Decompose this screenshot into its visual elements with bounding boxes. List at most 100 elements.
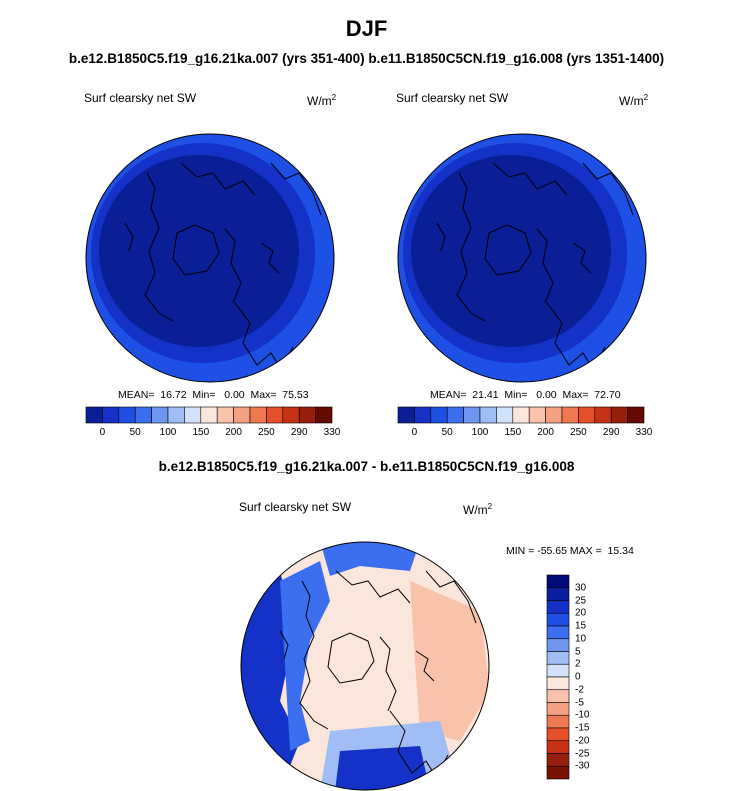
diff-colorbar-swatch-1: [546, 587, 570, 601]
left-colorbar-swatch-12: [282, 406, 300, 424]
diff-cool-north: [320, 542, 420, 576]
right-colorbar-tick-label: 290: [602, 427, 620, 438]
diff-cool-south-dark: [335, 746, 430, 790]
diff-colorbar-swatch-5: [546, 638, 570, 652]
diff-colorbar-tick-label: -2: [575, 684, 584, 696]
left-colorbar-tick-label: 0: [99, 427, 106, 438]
diff-colorbar-tick-label: 2: [575, 658, 581, 670]
left-colorbar-swatch-4: [151, 406, 169, 424]
diff-colorbar-swatch-14: [546, 753, 570, 767]
right-colorbar: [397, 406, 645, 424]
diff-colorbar-tick-label: -30: [575, 760, 590, 772]
right-colorbar-swatch-6: [496, 406, 514, 424]
left-colorbar-tick-label: 250: [258, 427, 275, 438]
left-units-label: W/m2: [307, 93, 337, 108]
diff-coastline-7: [415, 650, 435, 682]
left-colorbar-swatch-8: [216, 406, 234, 424]
diff-coastline-4: [425, 570, 477, 624]
left-colorbar-tick-label: 50: [129, 427, 141, 438]
diff-colorbar-tick-label: -20: [575, 735, 590, 747]
left-colorbar: [85, 406, 333, 424]
left-colorbar-swatch-5: [167, 406, 185, 424]
left-colorbar-tick-label: 150: [192, 427, 210, 438]
right-colorbar-swatch-13: [610, 406, 628, 424]
diff-coastline-1: [327, 632, 375, 684]
diff-colorbar-tick-label: 25: [575, 595, 587, 606]
diff-colorbar-swatch-8: [546, 676, 570, 691]
right-colorbar-swatch-7: [512, 406, 530, 424]
left-colorbar-tick-label: 100: [159, 427, 177, 438]
diff-coastline-5: [335, 570, 411, 604]
left-colorbar-tick-label: 200: [225, 427, 242, 438]
diff-colorbar-swatch-15: [546, 765, 570, 780]
diff-colorbar-swatch-9: [546, 689, 570, 703]
left-stats: MEAN= 16.72 Min= 0.00 Max= 75.53: [118, 389, 309, 401]
right-stats: MEAN= 21.41 Min= 0.00 Max= 72.70: [430, 389, 621, 401]
diff-colorbar-tick-label: 10: [575, 633, 587, 645]
diff-colorbar-swatch-11: [546, 714, 570, 729]
diff-coastline-2: [379, 636, 397, 712]
diff-colorbar-swatch-6: [546, 651, 570, 665]
right-coastline-7: [572, 242, 592, 274]
figure-title: DJF: [345, 16, 388, 41]
right-colorbar-swatch-5: [479, 406, 497, 424]
right-coastline-5: [492, 162, 568, 196]
left-coastline-1: [172, 224, 220, 276]
right-colorbar-swatch-4: [463, 406, 481, 424]
right-map-border: [397, 133, 647, 383]
diff-colorbar-tick-label: 0: [575, 671, 581, 683]
left-colorbar-tick-label: 290: [290, 427, 308, 438]
left-inner-field: [99, 155, 299, 347]
right-colorbar-tick-label: 250: [570, 427, 587, 438]
right-colorbar-swatch-8: [528, 406, 546, 424]
diff-colorbar-tick-label: 5: [575, 646, 581, 657]
diff-stats: MIN = -55.65 MAX = 15.34: [506, 545, 634, 557]
right-colorbar-tick-label: 50: [441, 427, 453, 438]
right-coastline-1: [484, 224, 532, 276]
left-colorbar-swatch-0: [85, 406, 103, 424]
left-colorbar-swatch-14: [315, 406, 333, 424]
right-colorbar-swatch-9: [545, 406, 563, 424]
left-map-border: [85, 133, 335, 383]
right-colorbar-labels: 0 50 100 150 200 250 290 330: [398, 427, 653, 441]
diff-colorbar-tick-label: 15: [575, 620, 587, 632]
diff-colorbar-swatch-0: [546, 574, 570, 589]
diff-colorbar-swatch-10: [546, 702, 570, 716]
left-colorbar-swatch-9: [233, 406, 251, 424]
right-colorbar-tick-label: 330: [635, 427, 653, 438]
difference-polar-map: [240, 541, 490, 791]
diff-colorbar-swatch-13: [546, 740, 570, 754]
right-polar-map: [397, 133, 647, 383]
right-colorbar-swatch-0: [397, 406, 415, 424]
left-polar-map: [85, 133, 335, 383]
diff-colorbar-tick-label: -25: [575, 748, 590, 759]
right-colorbar-swatch-12: [594, 406, 612, 424]
diff-colorbar-swatch-3: [546, 612, 570, 627]
left-colorbar-tick-label: 330: [323, 427, 341, 438]
left-colorbar-swatch-1: [102, 406, 120, 424]
right-colorbar-swatch-2: [430, 406, 448, 424]
diff-colorbar-tick-label: -5: [575, 697, 584, 708]
left-colorbar-swatch-3: [134, 406, 152, 424]
left-colorbar-swatch-2: [118, 406, 136, 424]
diff-colorbar-tick-label: 20: [575, 607, 587, 619]
difference-colorbar-labels: 30 25 20 15 10 5 2 0 -2 -5 -10 -15 -20 -25 -30: [575, 575, 605, 779]
left-colorbar-swatch-10: [249, 406, 267, 424]
right-coastline-4: [582, 162, 634, 216]
right-colorbar-swatch-14: [627, 406, 645, 424]
diff-colorbar-swatch-4: [546, 625, 570, 640]
left-coastline-4: [270, 162, 322, 216]
diff-colorbar-swatch-2: [546, 600, 570, 614]
left-colorbar-labels: 0 50 100 150 200 250 290 330: [86, 427, 341, 441]
left-colorbar-swatch-13: [298, 406, 316, 424]
right-colorbar-swatch-3: [446, 406, 464, 424]
right-coastline-0: [456, 172, 486, 322]
left-coastline-7: [260, 242, 280, 274]
case-comparison-title: b.e12.B1850C5.f19_g16.21ka.007 (yrs 351-…: [68, 51, 665, 66]
right-units-label: W/m2: [619, 93, 649, 108]
left-variable-label: Surf clearsky net SW: [84, 91, 197, 105]
right-colorbar-swatch-10: [561, 406, 579, 424]
diff-colorbar-swatch-7: [546, 663, 570, 678]
left-coastline-2: [224, 228, 242, 304]
diff-units-label: W/m2: [463, 502, 493, 517]
